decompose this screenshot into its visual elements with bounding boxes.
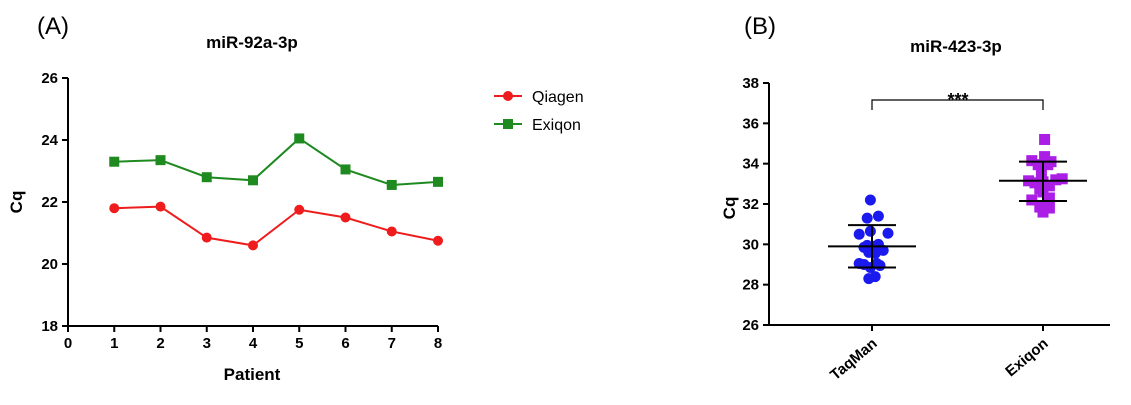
data-point-exiqon <box>1039 133 1051 145</box>
chart-a-series <box>109 133 443 251</box>
data-point-exiqon <box>1026 155 1038 167</box>
x-tick-label: 7 <box>388 335 396 352</box>
x-tick-label: 6 <box>341 335 349 352</box>
data-point-exiqon <box>1032 159 1044 171</box>
data-point-exiqon <box>1026 194 1038 206</box>
data-point-exiqon <box>1035 167 1047 179</box>
chart-a-xlabel: Patient <box>224 365 281 384</box>
chart-a-ylabel: Cq <box>7 191 26 214</box>
y-tick-label: 24 <box>41 132 58 149</box>
data-point-taqman <box>869 271 881 283</box>
data-point-qiagen <box>294 204 305 215</box>
x-tick-label: 1 <box>110 335 118 352</box>
data-point-exiqon <box>1042 159 1054 171</box>
data-point-taqman <box>882 227 894 239</box>
y-tick-label: 30 <box>742 236 759 253</box>
data-point-qiagen <box>201 232 212 243</box>
data-point-exiqon <box>1043 192 1055 204</box>
data-point-exiqon <box>248 175 258 186</box>
data-point-qiagen <box>155 201 166 212</box>
legend-label-exiqon: Exiqon <box>532 117 581 134</box>
panel-a-label: (A) <box>37 13 69 40</box>
x-tick-label: Exiqon <box>1002 335 1051 380</box>
y-tick-label: 28 <box>742 277 759 294</box>
data-point-qiagen <box>340 212 351 223</box>
y-tick-label: 26 <box>41 70 58 87</box>
y-tick-label: 20 <box>41 256 58 273</box>
data-point-qiagen <box>386 226 397 237</box>
data-point-exiqon <box>340 164 351 175</box>
y-tick-label: 38 <box>742 75 759 92</box>
x-tick-label: 3 <box>203 335 211 352</box>
data-point-taqman <box>864 225 876 237</box>
data-point-exiqon <box>1050 174 1062 186</box>
data-point-taqman <box>853 228 865 240</box>
x-tick-label: 5 <box>295 335 303 352</box>
y-tick-label: 18 <box>41 318 58 335</box>
data-point-exiqon <box>109 156 120 167</box>
data-point-exiqon <box>155 155 166 166</box>
data-point-qiagen <box>433 235 443 246</box>
significance-label: *** <box>947 90 968 110</box>
data-point-exiqon <box>1043 180 1055 192</box>
series-line-exiqon <box>114 137 439 186</box>
data-point-exiqon <box>1029 177 1041 189</box>
chart-a-title: miR-92a-3p <box>206 33 298 52</box>
chart-a-legend: Qiagen Exiqon <box>494 89 584 134</box>
data-point-exiqon <box>294 133 305 144</box>
data-point-taqman <box>853 257 865 269</box>
data-point-qiagen <box>248 240 258 251</box>
panel-b: (B) miR-423-3p 26 28 30 32 34 36 38 TaqMan Exiqo… <box>720 13 1110 384</box>
y-tick-label: 32 <box>742 196 759 213</box>
data-point-exiqon <box>1037 206 1049 218</box>
chart-b-ylabel: Cq <box>720 197 739 220</box>
data-point-taqman <box>877 244 889 256</box>
y-tick-label: 26 <box>742 317 759 334</box>
chart-b-title: miR-423-3p <box>910 37 1002 56</box>
data-point-exiqon <box>1039 151 1051 163</box>
panel-b-label: (B) <box>744 13 776 40</box>
data-point-exiqon <box>386 179 397 190</box>
data-point-exiqon <box>1043 202 1055 214</box>
x-tick-label: 4 <box>249 335 258 352</box>
legend-label-qiagen: Qiagen <box>532 89 584 106</box>
chart-a-axes: 18 20 22 24 26 0 1 2 3 4 5 6 7 8 <box>41 70 442 352</box>
series-line-qiagen <box>114 205 439 247</box>
significance-bracket <box>871 99 1044 110</box>
y-tick-label: 22 <box>41 194 58 211</box>
x-tick-label: 2 <box>156 335 164 352</box>
legend-marker-exiqon <box>503 119 513 129</box>
data-point-exiqon <box>433 176 443 187</box>
data-point-taqman <box>861 212 873 224</box>
chart-b-points <box>828 99 1087 285</box>
x-tick-label: TaqMan <box>827 335 880 384</box>
data-point-qiagen <box>109 203 120 214</box>
data-point-exiqon <box>1056 173 1068 185</box>
data-point-exiqon <box>201 172 212 183</box>
data-point-taqman <box>864 194 876 206</box>
x-tick-label: 0 <box>64 335 72 352</box>
y-tick-label: 34 <box>742 156 759 173</box>
chart-b-axes: 26 28 30 32 34 36 38 TaqMan Exiqon <box>742 75 1110 384</box>
panel-a: (A) miR-92a-3p 18 20 22 24 26 0 1 2 3 4 5 6 7 8 Patie… <box>7 13 584 384</box>
legend-marker-qiagen <box>503 91 513 101</box>
x-tick-label: 8 <box>434 335 442 352</box>
y-tick-label: 36 <box>742 115 759 132</box>
data-point-taqman <box>874 260 886 272</box>
data-point-taqman <box>872 210 884 222</box>
